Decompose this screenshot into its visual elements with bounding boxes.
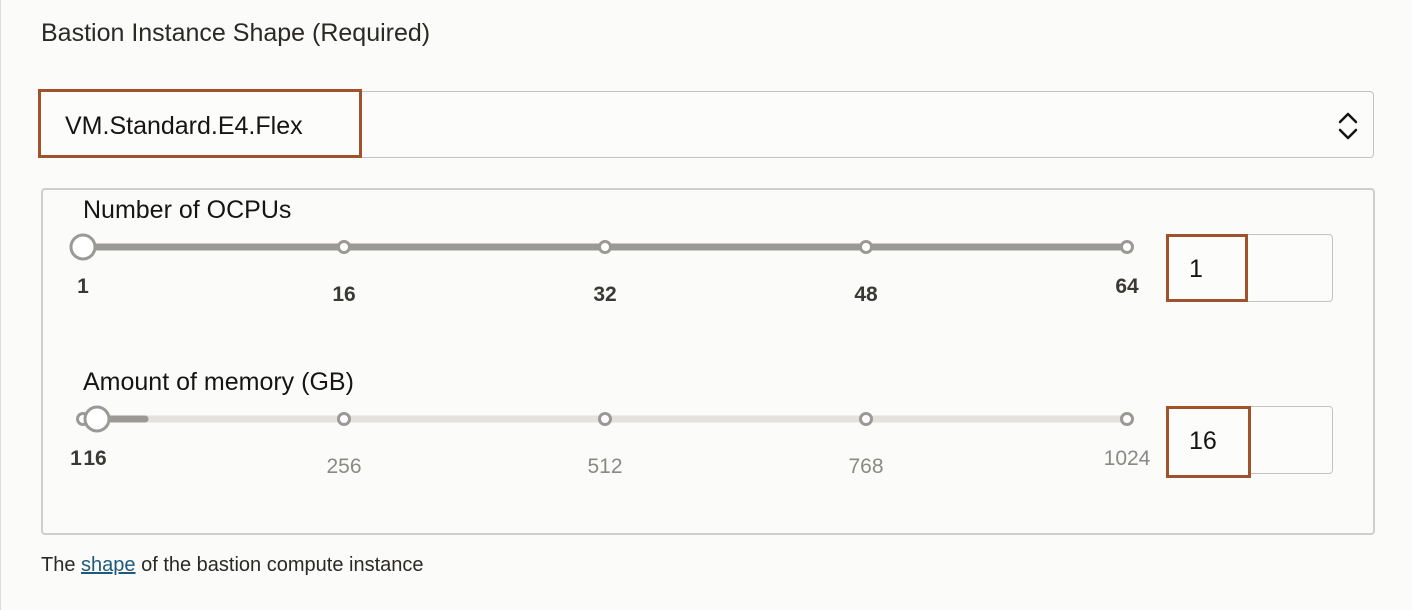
memory-label: Amount of memory (GB) — [83, 368, 354, 396]
ocpu-input-value: 1 — [1189, 255, 1203, 283]
ocpu-slider-tick-label: 1 — [77, 275, 89, 298]
ocpu-label: Number of OCPUs — [83, 196, 292, 224]
help-text: The shape of the bastion compute instanc… — [41, 554, 424, 577]
ocpu-slider-tick-marker — [859, 240, 873, 254]
ocpu-slider-tick-marker — [598, 240, 612, 254]
memory-slider-tick-marker — [337, 412, 351, 426]
memory-slider-tick-marker — [859, 412, 873, 426]
ocpu-slider-tick-label: 64 — [1115, 275, 1139, 298]
memory-slider-thumb — [83, 405, 111, 433]
shape-link[interactable]: shape — [81, 554, 136, 576]
ocpu-slider-tick-label: 16 — [332, 283, 355, 306]
memory-slider-tick-label: 256 — [326, 455, 361, 478]
ocpu-input-highlight[interactable]: 1 — [1166, 234, 1248, 302]
ocpu-slider-tick-label: 32 — [593, 283, 616, 306]
left-divider — [0, 0, 1, 610]
memory-slider-value-label: 16 — [83, 447, 106, 470]
help-suffix: of the bastion compute instance — [135, 554, 424, 576]
memory-slider-tick-label: 1024 — [1104, 447, 1151, 470]
ocpu-slider-tick-marker — [337, 240, 351, 254]
help-prefix: The — [41, 554, 82, 576]
memory-input-highlight[interactable]: 16 — [1166, 406, 1251, 478]
ocpu-slider-tick-label: 48 — [854, 283, 878, 306]
memory-input-value: 16 — [1189, 427, 1217, 455]
memory-slider-tick-label: 512 — [587, 455, 622, 478]
selected-shape-highlight[interactable]: VM.Standard.E4.Flex — [38, 89, 362, 158]
memory-slider-tick-label: 1 — [70, 447, 82, 470]
selected-shape-value: VM.Standard.E4.Flex — [65, 112, 303, 140]
ocpu-slider[interactable]: 1 16 32 48 64 — [60, 222, 1150, 306]
memory-slider-tick-marker — [598, 412, 612, 426]
ocpu-slider-tick-marker — [1120, 240, 1134, 254]
field-label: Bastion Instance Shape (Required) — [41, 19, 431, 47]
chevron-updown-icon — [1338, 112, 1358, 140]
memory-slider-tick-marker — [1120, 412, 1134, 426]
ocpu-slider-thumb — [69, 233, 97, 261]
memory-slider[interactable]: 1 256 512 768 1024 16 — [60, 394, 1151, 478]
memory-slider-tick-label: 768 — [848, 455, 883, 478]
